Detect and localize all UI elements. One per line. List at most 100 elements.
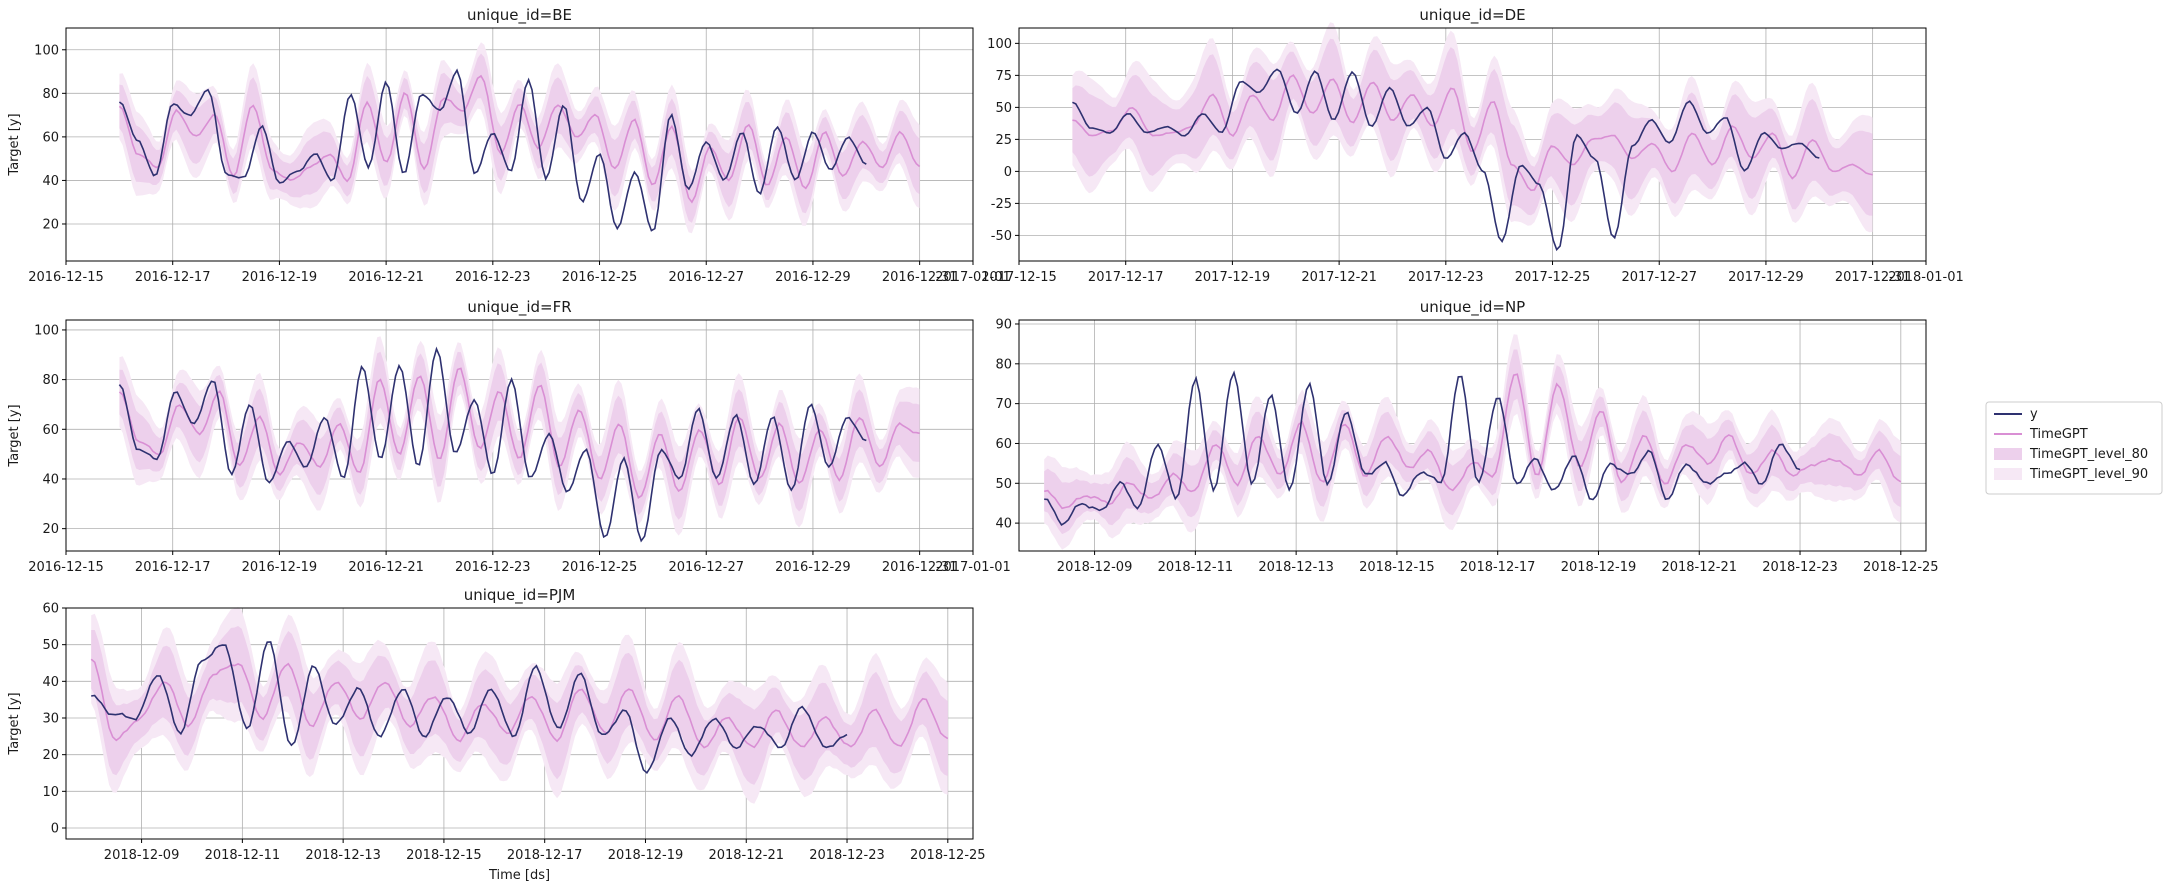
- x-tick-label: 2018-12-13: [1258, 560, 1334, 575]
- y-tick-label: 90: [995, 317, 1012, 332]
- y-tick-label: 100: [34, 323, 59, 338]
- x-tick-label: 2016-12-31: [882, 270, 958, 285]
- x-tick-label: 2016-12-31: [882, 560, 958, 575]
- x-tick-label: 2018-12-23: [809, 848, 885, 863]
- y-tick-label: 20: [42, 748, 59, 763]
- y-tick-label: 60: [995, 437, 1012, 452]
- y-tick-label: 100: [987, 37, 1012, 52]
- series-y: [1072, 68, 1820, 252]
- subplot-pjm: 0 10 20 30 40 50 60 2018-12-09 2018-12-11 2018-12…: [7, 586, 986, 883]
- x-tick-label: 2018-12-15: [1359, 560, 1435, 575]
- x-tick-label: 2016-12-27: [668, 270, 744, 285]
- series-y: [91, 641, 848, 775]
- x-tick-label: 2018-12-23: [1762, 560, 1838, 575]
- y-tick-label: 60: [42, 423, 59, 438]
- y-tick-label: -25: [991, 197, 1012, 212]
- subplot-title: unique_id=DE: [1419, 6, 1525, 25]
- x-tick-label: 2017-12-21: [1301, 270, 1377, 285]
- x-tick-label: 2016-12-25: [562, 270, 638, 285]
- y-tick-label: 100: [34, 43, 59, 58]
- y-axis-label: Target [y]: [7, 692, 22, 755]
- x-tick-label: 2017-12-15: [981, 270, 1057, 285]
- x-tick-label: 2018-12-25: [910, 848, 986, 863]
- y-tick-label: 30: [42, 712, 59, 727]
- y-tick-label: 50: [995, 477, 1012, 492]
- y-tick-label: 40: [42, 174, 59, 189]
- x-tick-label: 2017-12-23: [1408, 270, 1484, 285]
- legend-label-timegpt-level-90: TimeGPT_level_90: [2029, 467, 2148, 482]
- subplot-title: unique_id=BE: [467, 6, 572, 25]
- band-level-80: [91, 626, 948, 785]
- series-y: [1044, 370, 1801, 526]
- x-tick-label: 2016-12-19: [242, 560, 318, 575]
- series-y: [118, 68, 867, 232]
- x-tick-label: 2018-12-09: [104, 848, 180, 863]
- legend-label-timegpt-level-80: TimeGPT_level_80: [2029, 447, 2148, 462]
- legend-swatch-timegpt-level-90: [1994, 468, 2022, 480]
- y-axis-label: Target [y]: [7, 113, 22, 176]
- subplot-de: -50 -25 0 25 50 75 100 2017-12-15 2017-12-17 2017…: [981, 6, 1964, 285]
- y-tick-label: 75: [995, 69, 1012, 84]
- band-level-80: [1044, 349, 1901, 535]
- x-tick-label: 2018-12-11: [1158, 560, 1234, 575]
- x-tick-label: 2018-12-17: [1460, 560, 1536, 575]
- y-tick-label: 50: [995, 101, 1012, 116]
- x-tick-label: 2016-12-21: [348, 270, 424, 285]
- x-tick-label: 2016-12-17: [135, 270, 211, 285]
- x-tick-label: 2016-12-29: [775, 560, 851, 575]
- y-tick-label: 20: [42, 522, 59, 537]
- subplot-title: unique_id=NP: [1420, 298, 1525, 317]
- subplot-title: unique_id=PJM: [464, 586, 576, 605]
- axes-frame: [1018, 319, 1927, 552]
- x-tick-label: 2018-12-19: [1561, 560, 1637, 575]
- x-tick-label: 2017-12-17: [1088, 270, 1164, 285]
- y-tick-label: 40: [42, 675, 59, 690]
- x-tick-label: 2018-12-21: [708, 848, 784, 863]
- legend-swatch-timegpt-level-80: [1994, 448, 2022, 460]
- y-tick-label: 80: [995, 357, 1012, 372]
- axes-frame: [65, 607, 974, 840]
- x-tick-label: 2017-01-01: [935, 270, 1011, 285]
- x-tick-label: 2016-12-23: [455, 560, 531, 575]
- x-tick-label: 2016-12-17: [135, 560, 211, 575]
- y-tick-label: 80: [42, 87, 59, 102]
- y-tick-label: 40: [995, 517, 1012, 532]
- x-tick-label: 2016-12-25: [562, 560, 638, 575]
- axes-frame: [65, 27, 974, 262]
- y-axis-label: Target [y]: [7, 404, 22, 467]
- y-tick-label: 40: [42, 472, 59, 487]
- x-tick-label: 2018-12-25: [1863, 560, 1939, 575]
- y-tick-label: 25: [995, 133, 1012, 148]
- x-tick-label: 2016-12-15: [28, 270, 104, 285]
- y-tick-label: 0: [51, 822, 59, 837]
- x-tick-label: 2018-01-01: [1888, 270, 1964, 285]
- x-tick-label: 2017-12-27: [1621, 270, 1697, 285]
- subplot-title: unique_id=FR: [467, 298, 571, 317]
- y-tick-label: 60: [42, 602, 59, 617]
- legend-label-timegpt: TimeGPT: [2029, 427, 2088, 442]
- legend: y TimeGPT TimeGPT_level_80 TimeGPT_level_90: [1985, 401, 2163, 495]
- x-tick-label: 2016-12-15: [28, 560, 104, 575]
- band-level-80: [119, 53, 920, 223]
- series-timegpt: [1044, 373, 1902, 510]
- y-tick-label: 80: [42, 373, 59, 388]
- x-tick-label: 2016-12-23: [455, 270, 531, 285]
- series-timegpt: [118, 74, 921, 204]
- axes-frame: [1018, 27, 1927, 262]
- subplot-np: 40 50 60 70 80 90 2018-12-09 2018-12-11 2018-12-…: [995, 298, 1938, 575]
- band-level-80: [119, 351, 920, 520]
- legend-frame: [1985, 401, 2163, 495]
- x-tick-label: 2016-12-29: [775, 270, 851, 285]
- x-tick-label: 2017-12-19: [1195, 270, 1271, 285]
- y-tick-label: 0: [1004, 165, 1012, 180]
- subplot-grid: 20 40 60 80 100 2016-12-15 2016-12-17 2016-12-1…: [7, 6, 1964, 883]
- series-timegpt: [118, 367, 920, 500]
- y-tick-label: -50: [991, 229, 1012, 244]
- y-tick-label: 20: [42, 217, 59, 232]
- series-timegpt: [90, 658, 949, 749]
- axes-frame: [65, 319, 974, 552]
- subplot-fr: 20 40 60 80 100 2016-12-15 2016-12-17 2016-12-1…: [7, 298, 1011, 575]
- y-tick-label: 70: [995, 397, 1012, 412]
- x-tick-label: 2018-12-21: [1661, 560, 1737, 575]
